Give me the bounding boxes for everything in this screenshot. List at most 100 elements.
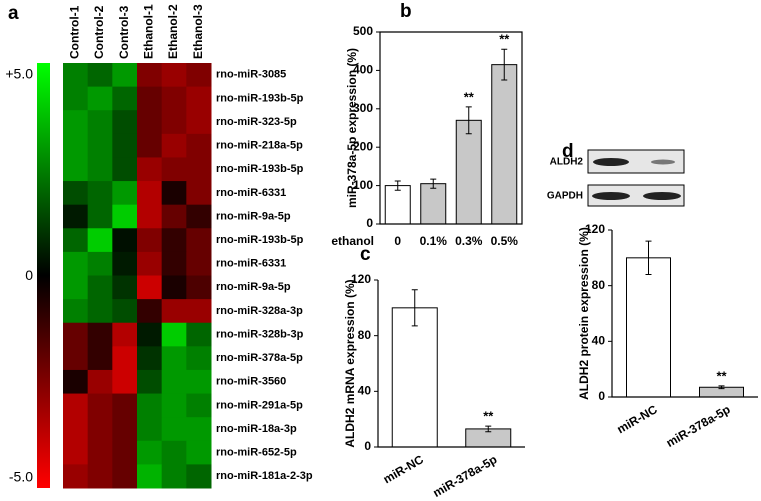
colorbar-tick-label: 0 — [25, 267, 33, 283]
heatmap-cell — [137, 417, 163, 442]
y-tick-label: 0 — [366, 216, 373, 230]
row-label: rno-miR-323-5p — [216, 116, 297, 128]
row-label: rno-miR-291a-5p — [216, 399, 303, 411]
blot-band — [643, 192, 681, 200]
error-bar — [411, 289, 418, 327]
heatmap-cell — [112, 369, 138, 395]
row-label: rno-miR-9a-5p — [216, 281, 291, 293]
bar — [391, 307, 438, 448]
heatmap-cell — [161, 86, 187, 111]
error-bar — [430, 178, 437, 189]
significance-label: ** — [483, 409, 494, 424]
colorbar — [37, 63, 50, 488]
significance-label: ** — [716, 368, 727, 383]
column-label: Ethanol-3 — [191, 4, 205, 59]
row-label: rno-miR-218a-5p — [216, 140, 303, 152]
heatmap-cell — [186, 440, 212, 465]
heatmap-cell — [137, 393, 163, 418]
colorbar-tick-label: -5.0 — [9, 469, 33, 485]
y-tick-label: 80 — [592, 278, 606, 292]
row-label: rno-miR-193b-5p — [216, 163, 304, 175]
heatmap-cell — [87, 86, 113, 111]
blot-band — [651, 159, 675, 165]
error-bar — [645, 240, 652, 276]
row-label: rno-miR-328a-3p — [216, 305, 303, 317]
bar — [491, 64, 518, 225]
y-tick-label: 0 — [364, 439, 371, 453]
error-bar — [501, 48, 508, 81]
error-bar — [485, 425, 492, 433]
heatmap-cell — [186, 110, 212, 135]
heatmap-cell — [87, 110, 113, 135]
heatmap-cell — [112, 275, 138, 300]
heatmap-cell — [87, 369, 113, 395]
y-tick-label: 0 — [598, 389, 605, 403]
heatmap-cell — [137, 369, 163, 395]
x-tick-label: 0.3% — [455, 234, 483, 248]
heatmap-cell — [112, 228, 138, 253]
heatmap-cell — [87, 63, 113, 88]
y-tick-label: 40 — [592, 334, 606, 348]
column-label: Control-3 — [117, 5, 131, 59]
heatmap-cell — [161, 63, 187, 88]
heatmap-cell — [161, 204, 187, 229]
heatmap-cell — [137, 204, 163, 229]
bar — [420, 183, 447, 225]
heatmap-cell — [186, 417, 212, 442]
heatmap-cell — [63, 110, 89, 135]
panel-label: a — [8, 3, 19, 24]
blot-label: GAPDH — [547, 191, 583, 202]
heatmap-cell — [137, 275, 163, 300]
column-label: Control-1 — [68, 5, 82, 59]
heatmap-cell — [112, 417, 138, 442]
heatmap-cell — [137, 133, 163, 158]
row-label: rno-miR-6331 — [216, 258, 286, 270]
y-tick-label: 400 — [353, 63, 373, 77]
heatmap-cell — [87, 157, 113, 182]
heatmap-cell — [63, 86, 89, 111]
heatmap-cell — [63, 181, 89, 206]
column-label: Ethanol-1 — [142, 4, 156, 59]
y-axis-label: miR-378a-5p expression (%) — [345, 48, 359, 208]
heatmap-cell — [112, 86, 138, 111]
error-bar — [465, 106, 472, 135]
heatmap-cell — [137, 322, 163, 347]
heatmap-cell — [63, 275, 89, 300]
y-tick-label: 100 — [353, 178, 373, 192]
heatmap-cell — [112, 251, 138, 276]
heatmap-cell — [161, 346, 187, 371]
heatmap-cell — [161, 181, 187, 206]
bar — [455, 119, 482, 225]
y-tick-label: 80 — [358, 328, 372, 342]
heatmap-cell — [87, 464, 113, 489]
column-label: Control-2 — [92, 5, 106, 59]
x-tick-label: 0 — [394, 234, 401, 248]
heatmap-cell — [112, 346, 138, 371]
heatmap-cell — [87, 275, 113, 300]
x-axis-label: ethanol — [331, 234, 374, 248]
heatmap-cell — [87, 133, 113, 158]
row-label: rno-miR-378a-5p — [216, 352, 303, 364]
heatmap-cell — [186, 464, 212, 489]
heatmap-cell — [112, 299, 138, 324]
heatmap-cell — [161, 110, 187, 135]
x-tick-label: miR-378a-5p — [431, 452, 500, 500]
heatmap-cell — [137, 63, 163, 88]
row-label: rno-miR-193b-5p — [216, 92, 304, 104]
y-axis-label: ALDH2 mRNA expression (%) — [343, 279, 357, 447]
x-tick-label: miR-378a-5p — [664, 402, 733, 450]
row-label: rno-miR-652-5p — [216, 446, 297, 458]
heatmap-cell — [137, 251, 163, 276]
heatmap-cell — [87, 181, 113, 206]
significance-label: ** — [499, 32, 510, 47]
significance-label: ** — [464, 89, 475, 104]
heatmap-cell — [63, 440, 89, 465]
row-label: rno-miR-328b-3p — [216, 328, 304, 340]
heatmap-cell — [112, 464, 138, 489]
y-tick-label: 500 — [353, 24, 373, 38]
heatmap-cell — [186, 369, 212, 395]
heatmap-cell — [186, 299, 212, 324]
row-label: rno-miR-193b-5p — [216, 234, 304, 246]
error-bar — [394, 180, 401, 191]
